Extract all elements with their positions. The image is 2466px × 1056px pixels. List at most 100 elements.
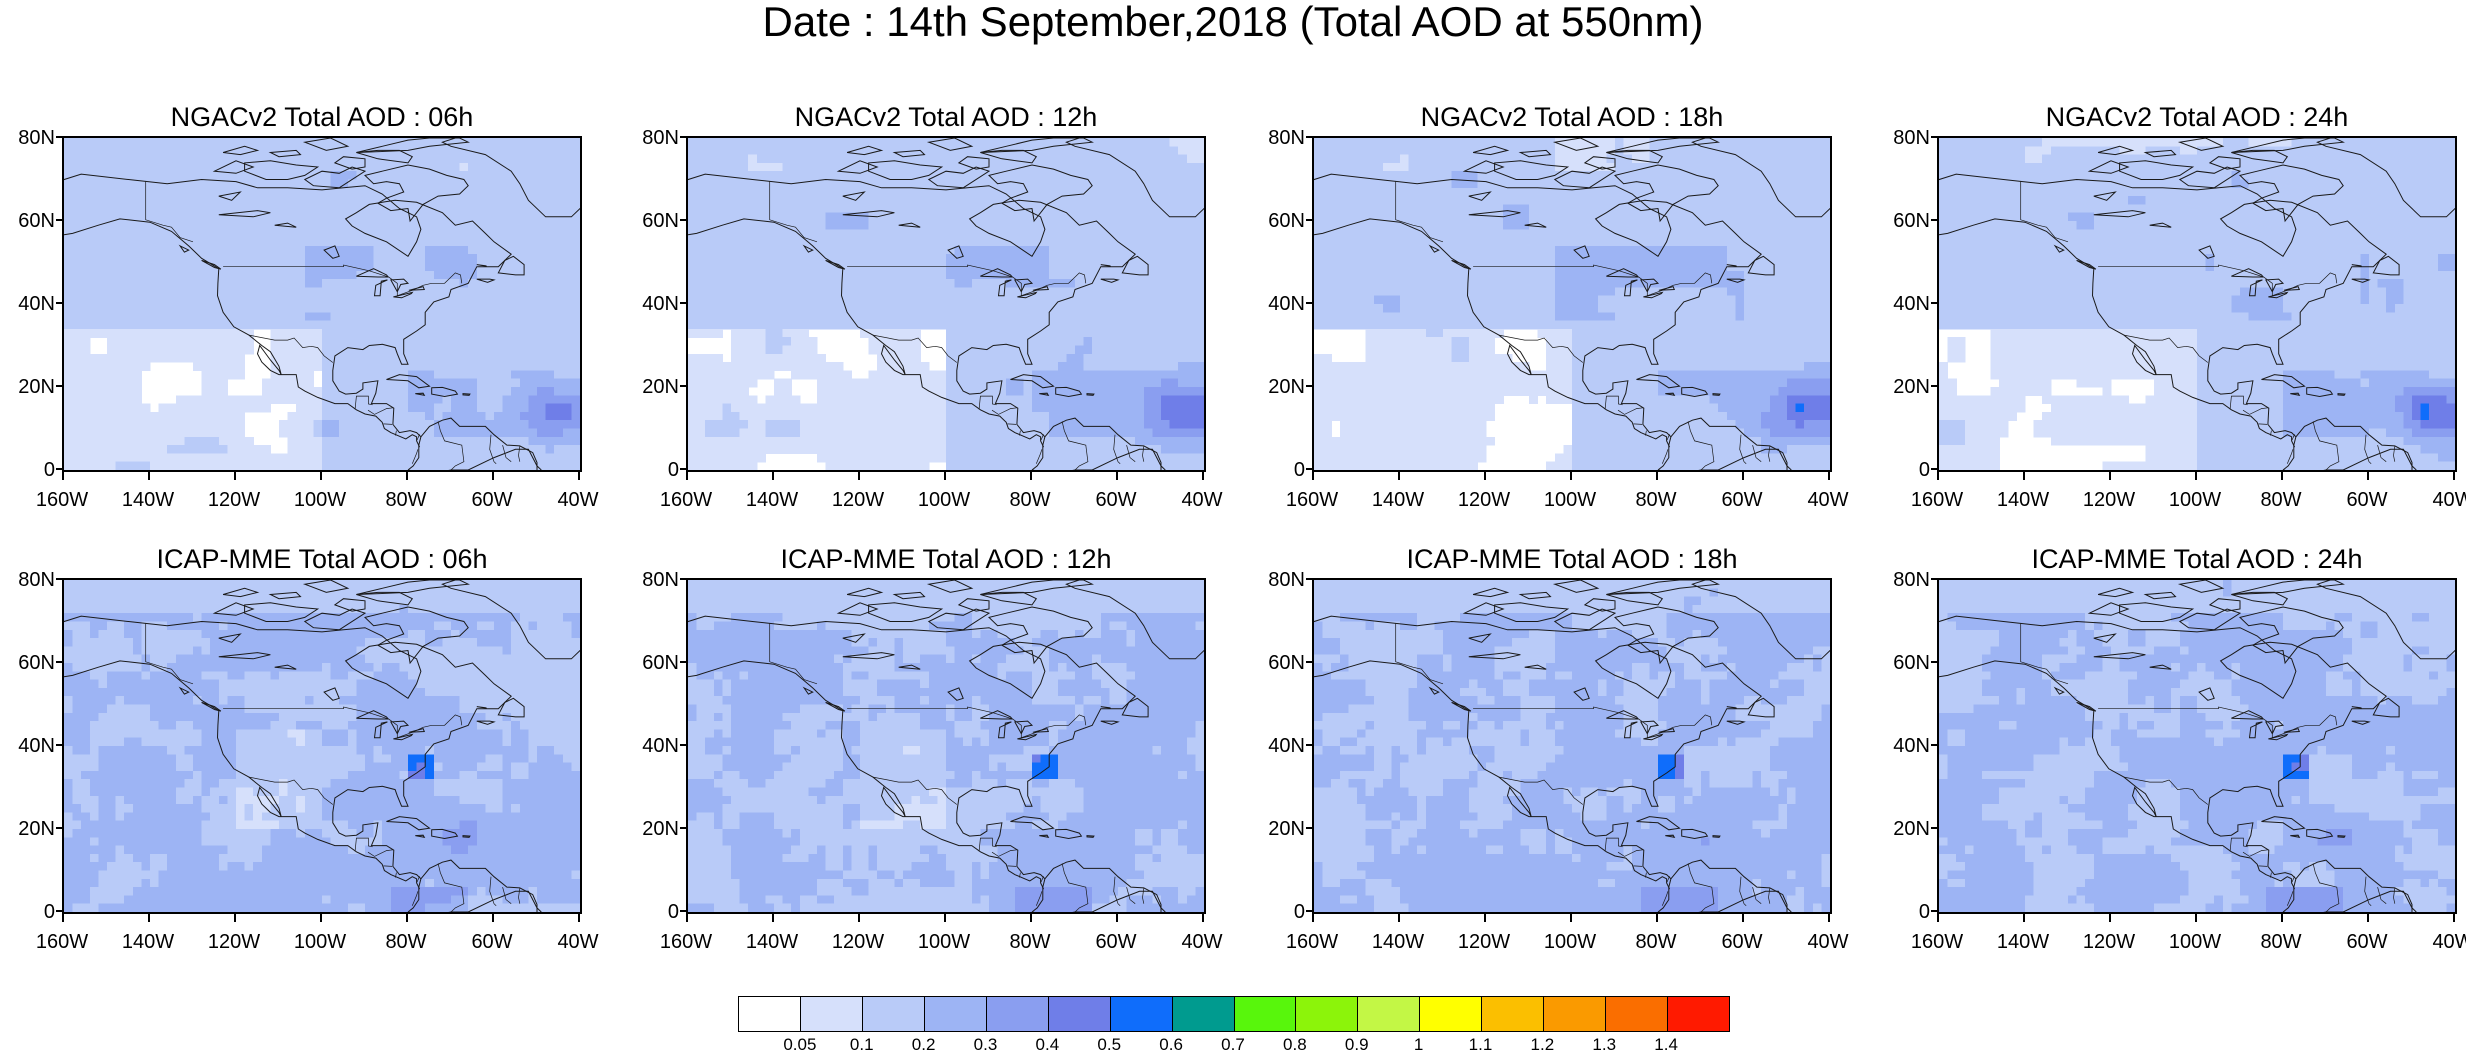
aod-cell: [1726, 138, 1736, 147]
aod-cell: [236, 353, 246, 363]
aod-cell: [261, 229, 271, 239]
aod-cell: [1057, 229, 1067, 239]
aod-cell: [989, 461, 999, 470]
aod-cell: [1066, 461, 1076, 470]
aod-cell: [519, 411, 529, 421]
aod-cell: [851, 395, 861, 405]
aod-cell: [1066, 245, 1076, 255]
aod-cell: [468, 237, 478, 247]
aod-cell: [1812, 138, 1822, 147]
aod-cell: [1152, 337, 1162, 347]
aod-cell: [494, 328, 504, 338]
aod-cell: [1006, 254, 1016, 264]
lon-tick: [234, 472, 236, 480]
aod-cell: [124, 320, 134, 330]
aod-cell: [1161, 362, 1171, 371]
aod-cell: [1178, 162, 1188, 172]
aod-cell: [731, 146, 741, 156]
aod-cell: [528, 445, 538, 454]
aod-cell: [791, 196, 801, 205]
aod-cell: [946, 270, 956, 280]
aod-cell: [98, 154, 108, 164]
aod-cell: [124, 287, 134, 297]
aod-cell: [270, 229, 280, 239]
aod-cell: [1126, 428, 1136, 438]
aod-cell: [476, 312, 486, 322]
aod-cell: [1118, 328, 1128, 338]
aod-cell: [485, 370, 495, 380]
aod-cell: [132, 411, 142, 421]
aod-cell: [1126, 328, 1136, 338]
aod-cell: [1169, 436, 1179, 446]
aod-cell: [963, 337, 973, 347]
aod-cell: [989, 270, 999, 280]
aod-cell: [1126, 387, 1136, 396]
aod-cell: [81, 353, 91, 363]
aod-cell: [141, 320, 151, 330]
aod-cell: [373, 270, 383, 280]
aod-cell: [808, 353, 818, 363]
aod-cell: [313, 138, 323, 147]
aod-cell: [705, 245, 715, 255]
aod-cell: [236, 162, 246, 172]
aod-cell: [1580, 146, 1590, 156]
aod-cell: [356, 154, 366, 164]
aod-cell: [1135, 138, 1145, 147]
aod-cell: [150, 270, 160, 280]
aod-cell: [971, 337, 981, 347]
aod-cell: [150, 162, 160, 172]
aod-cell: [989, 428, 999, 438]
aod-cell: [562, 411, 572, 421]
aod-cell: [175, 328, 185, 338]
aod-cell: [451, 245, 461, 255]
aod-cell: [511, 229, 521, 239]
aod-cell: [408, 312, 418, 322]
aod-cell: [537, 387, 547, 396]
aod-cell: [98, 221, 108, 230]
aod-cell: [834, 378, 844, 388]
aod-cell: [963, 171, 973, 181]
aod-cell: [115, 162, 125, 172]
aod-cell: [713, 353, 723, 363]
aod-cell: [502, 345, 512, 355]
aod-cell: [825, 378, 835, 388]
aod-cell: [756, 320, 766, 330]
aod-cell: [476, 196, 486, 205]
aod-cell: [519, 345, 529, 355]
aod-cell: [132, 312, 142, 322]
aod-cell: [554, 420, 564, 430]
aod-cell: [894, 411, 904, 421]
aod-cell: [115, 353, 125, 363]
aod-cell: [313, 328, 323, 338]
aod-cell: [511, 320, 521, 330]
aod-cell: [885, 287, 895, 297]
aod-cell: [1632, 138, 1642, 147]
aod-cell: [115, 461, 125, 470]
aod-cell: [954, 345, 964, 355]
aod-cell: [688, 312, 698, 322]
aod-cell: [834, 411, 844, 421]
aod-cell: [688, 378, 698, 388]
aod-cell: [1126, 461, 1136, 470]
aod-cell: [696, 262, 706, 272]
aod-cell: [451, 262, 461, 272]
aod-cell: [1511, 154, 1521, 164]
aod-cell: [150, 237, 160, 247]
aod-cell: [519, 138, 529, 147]
aod-cell: [537, 395, 547, 405]
aod-cell: [1040, 453, 1050, 463]
lat-tick-label: 20N: [18, 376, 55, 398]
aod-cell: [868, 245, 878, 255]
aod-cell: [705, 254, 715, 264]
aod-cell: [782, 279, 792, 288]
aod-cell: [980, 212, 990, 222]
aod-cell: [279, 420, 289, 430]
aod-cell: [89, 196, 99, 205]
coastline: [842, 191, 866, 201]
aod-cell: [64, 411, 74, 421]
aod-cell: [868, 436, 878, 446]
aod-cell: [330, 345, 340, 355]
aod-cell: [313, 436, 323, 446]
aod-cell: [1049, 328, 1059, 338]
aod-cell: [124, 461, 134, 470]
